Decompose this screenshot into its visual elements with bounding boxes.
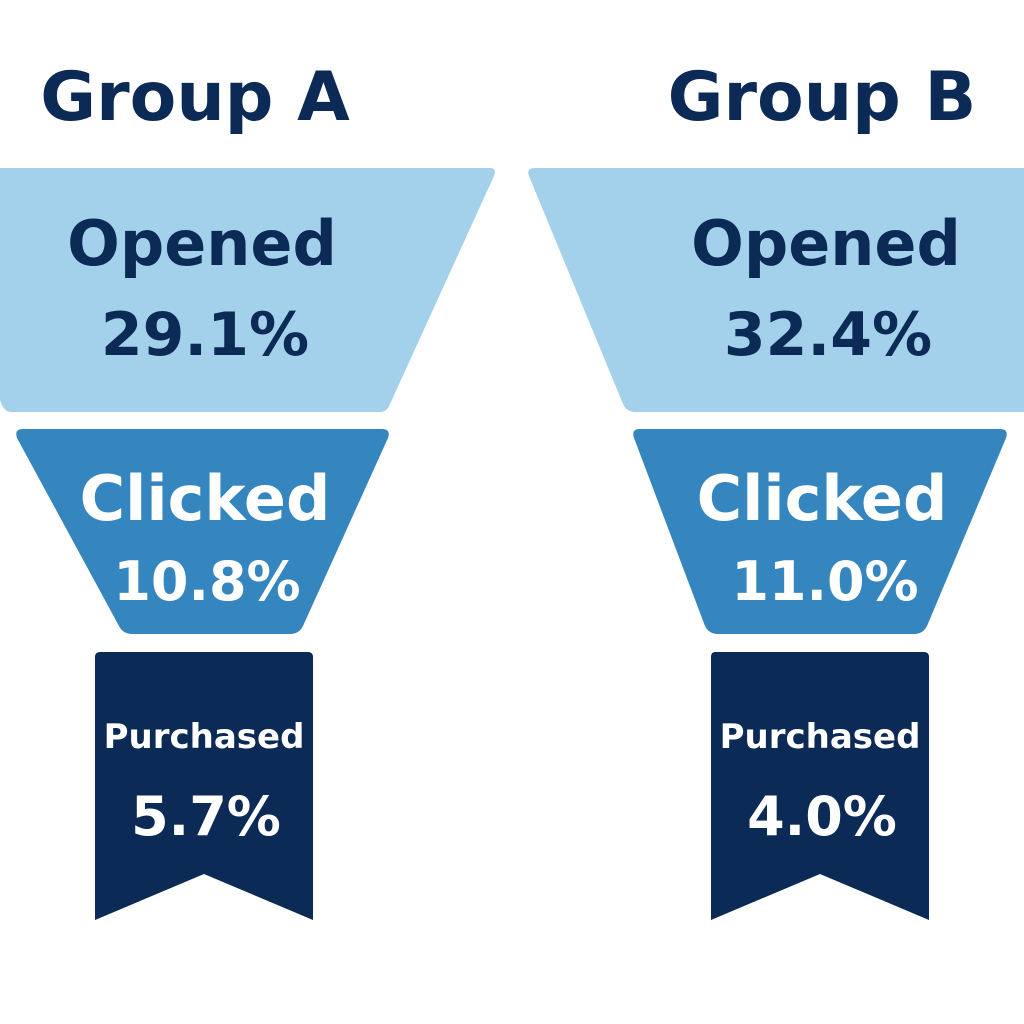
group-b-purchased-label: Purchased [720,717,921,757]
group-b-clicked-label: Clicked [697,462,948,535]
group-b-opened-value: 32.4% [724,300,932,370]
group-a-clicked-segment [16,429,389,634]
group-a-clicked-value: 10.8% [113,550,300,613]
group-b-opened-segment [528,168,1024,412]
group-a-funnel: Group A Opened 29.1% Clicked 10.8% Purch… [0,58,495,920]
group-b-opened-label: Opened [691,207,961,280]
group-b-title: Group B [668,58,977,137]
group-a-opened-label: Opened [67,207,337,280]
group-a-opened-value: 29.1% [101,300,309,370]
group-b-purchased-value: 4.0% [747,785,897,848]
group-b-purchased-segment [711,652,929,920]
group-a-purchased-segment [95,652,313,920]
group-a-purchased-label: Purchased [104,717,305,757]
group-a-title: Group A [40,58,350,137]
group-a-purchased-value: 5.7% [131,785,281,848]
group-b-clicked-value: 11.0% [731,550,918,613]
group-b-clicked-segment [633,429,1007,634]
group-b-funnel: Group B Opened 32.4% Clicked 11.0% Purch… [528,58,1024,920]
group-a-clicked-label: Clicked [80,462,331,535]
group-a-opened-segment [0,168,495,412]
